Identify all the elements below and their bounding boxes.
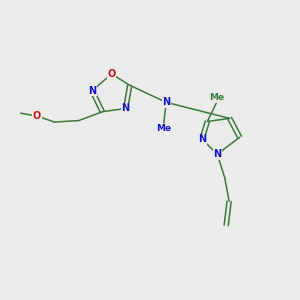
Text: Me: Me xyxy=(156,124,171,134)
Text: N: N xyxy=(213,149,221,159)
Text: Me: Me xyxy=(208,93,224,102)
Text: N: N xyxy=(198,134,206,144)
Text: O: O xyxy=(33,111,41,121)
Text: N: N xyxy=(162,97,170,107)
Text: N: N xyxy=(122,103,130,113)
Text: O: O xyxy=(108,69,116,79)
Text: N: N xyxy=(88,85,96,96)
